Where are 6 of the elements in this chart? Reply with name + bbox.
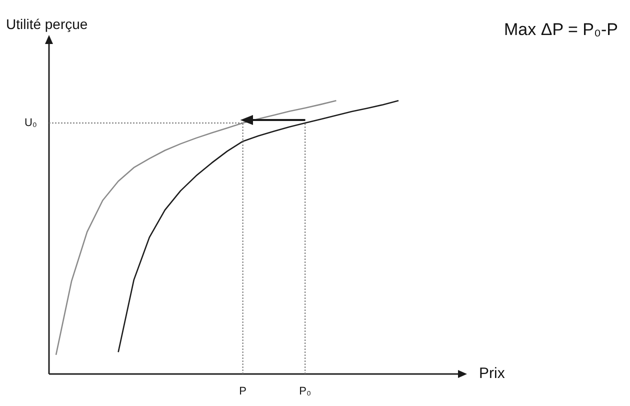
text: Max ΔP = P₀-P	[504, 20, 618, 39]
x-axis-title: Prix	[479, 365, 506, 382]
ref-line-label: U₀	[24, 117, 37, 130]
y-axis-title: Utilité perçue	[6, 16, 88, 32]
x-tick-label: P	[239, 386, 246, 398]
x-tick-label: P₀	[299, 386, 312, 398]
